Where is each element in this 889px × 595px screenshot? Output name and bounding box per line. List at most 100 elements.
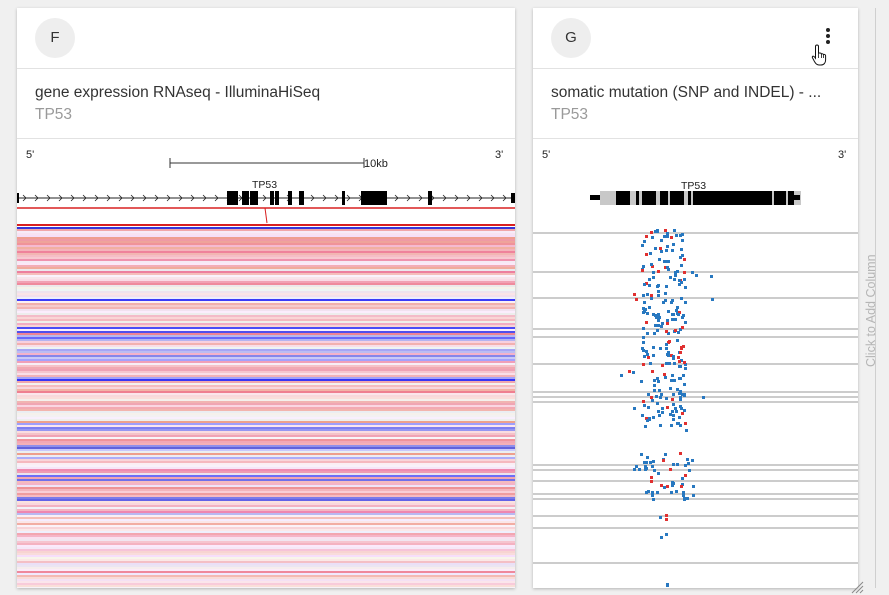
exon-block	[693, 191, 701, 205]
heatmap-row	[17, 551, 515, 553]
strand-arrow	[154, 194, 159, 202]
truncating-mutation	[663, 373, 666, 376]
heatmap-row	[17, 331, 515, 333]
heatmap-row	[17, 393, 515, 395]
heatmap-row	[17, 587, 515, 588]
truncating-mutation	[677, 356, 680, 359]
strand-arrow	[70, 194, 75, 202]
three-prime-label: 3'	[838, 149, 846, 161]
heatmap-row	[17, 539, 515, 541]
heatmap-row	[17, 309, 515, 311]
truncating-mutation	[665, 514, 668, 517]
heatmap-row	[17, 465, 515, 467]
missense-mutation	[684, 464, 687, 467]
strand-arrow	[202, 194, 207, 202]
column-id-avatar[interactable]: F	[35, 18, 75, 58]
truncating-mutation	[647, 356, 650, 359]
missense-mutation	[679, 424, 682, 427]
missense-mutation	[665, 285, 668, 288]
missense-mutation	[671, 484, 674, 487]
heatmap-row	[17, 469, 515, 471]
missense-mutation	[665, 343, 668, 346]
add-column-button[interactable]: Click to Add Column	[864, 254, 878, 367]
truncating-mutation	[645, 417, 648, 420]
missense-mutation	[680, 359, 683, 362]
missense-mutation	[684, 321, 687, 324]
missense-mutation	[640, 380, 643, 383]
missense-mutation	[647, 490, 650, 493]
heatmap-row	[17, 493, 515, 495]
heatmap-row	[17, 569, 515, 571]
heatmap-row	[17, 533, 515, 535]
more-vert-icon	[826, 28, 830, 32]
missense-mutation	[680, 407, 683, 410]
strand-arrow	[394, 194, 399, 202]
heatmap-row	[17, 251, 515, 253]
missense-mutation	[648, 278, 651, 281]
heatmap-row	[17, 335, 515, 337]
heatmap-row	[17, 499, 515, 501]
resize-handle-icon[interactable]	[850, 580, 864, 594]
heatmap-row	[17, 473, 515, 475]
heatmap-row	[17, 359, 515, 361]
heatmap-row	[17, 543, 515, 545]
exon-block	[361, 191, 387, 205]
utr-block	[792, 195, 800, 200]
missense-mutation	[682, 374, 685, 377]
missense-mutation	[679, 256, 682, 259]
missense-mutation	[650, 297, 653, 300]
missense-mutation	[681, 483, 684, 486]
missense-mutation	[670, 491, 673, 494]
expression-visualization[interactable]: 5' 3' 10kb TP53	[17, 139, 515, 588]
heatmap-row	[17, 427, 515, 429]
truncating-mutation	[666, 406, 669, 409]
missense-mutation	[651, 399, 654, 402]
mutation-visualization[interactable]: 5' 3' TP53	[533, 139, 858, 588]
missense-mutation	[680, 264, 683, 267]
heatmap-row	[17, 385, 515, 387]
heatmap-row	[17, 585, 515, 587]
missense-mutation	[652, 460, 655, 463]
truncating-mutation	[684, 474, 687, 477]
truncating-mutation	[635, 298, 638, 301]
strand-arrow	[310, 194, 315, 202]
strand-arrow	[22, 194, 27, 202]
missense-mutation	[671, 374, 674, 377]
heatmap-row	[17, 239, 515, 241]
missense-mutation	[664, 299, 667, 302]
missense-mutation	[679, 396, 682, 399]
heatmap-row	[17, 515, 515, 517]
missense-mutation	[642, 341, 645, 344]
missense-mutation	[672, 418, 675, 421]
exon-block	[242, 191, 249, 205]
heatmap-row	[17, 271, 515, 273]
missense-mutation	[641, 347, 644, 350]
heatmap-row	[17, 283, 515, 285]
heatmap-row	[17, 329, 515, 331]
column-menu-button[interactable]	[820, 24, 836, 52]
missense-mutation	[711, 298, 714, 301]
truncating-mutation	[682, 345, 685, 348]
missense-mutation	[643, 301, 646, 304]
column-title[interactable]: gene expression RNAseq - IlluminaHiSeq	[35, 84, 321, 101]
missense-mutation	[664, 453, 667, 456]
heatmap-row	[17, 355, 515, 357]
missense-mutation	[674, 318, 677, 321]
missense-mutation	[645, 350, 648, 353]
heatmap-row	[17, 227, 515, 229]
column-title[interactable]: somatic mutation (SNP and INDEL) - ...	[551, 84, 822, 101]
truncating-mutation	[650, 476, 653, 479]
truncating-mutation	[680, 485, 683, 488]
heatmap-row	[17, 361, 515, 363]
heatmap-row	[17, 567, 515, 569]
strand-arrow	[58, 194, 63, 202]
missense-mutation	[643, 404, 646, 407]
column-id-avatar[interactable]: G	[551, 18, 591, 58]
missense-mutation	[671, 249, 674, 252]
truncating-mutation	[664, 229, 667, 232]
missense-mutation	[684, 367, 687, 370]
missense-mutation	[642, 294, 645, 297]
heatmap-row	[17, 279, 515, 281]
missense-mutation	[644, 425, 647, 428]
missense-mutation	[685, 429, 688, 432]
